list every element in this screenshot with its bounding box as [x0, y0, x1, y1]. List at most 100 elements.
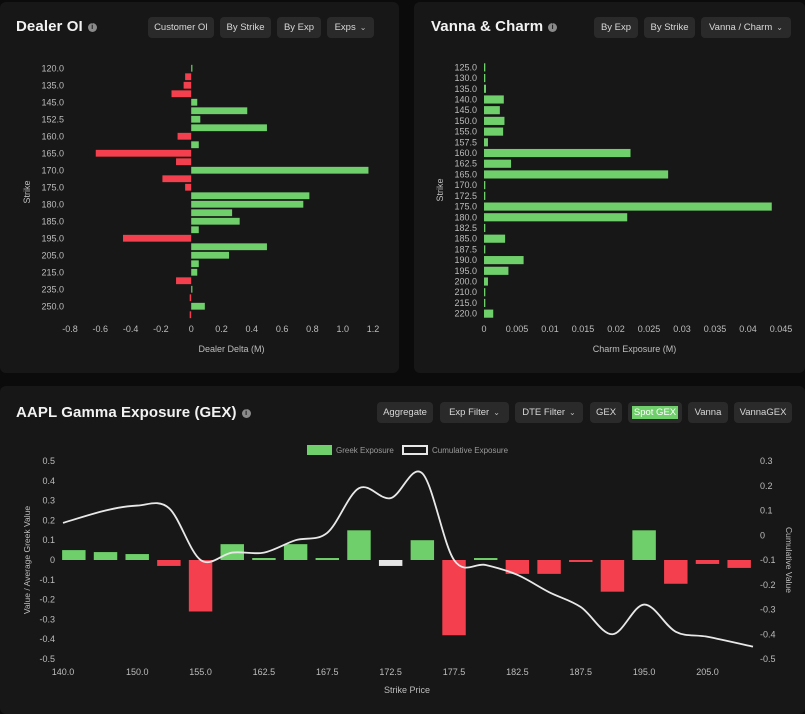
y-tick-label: 160.0 [41, 131, 64, 141]
y-tick-label: 150.0 [454, 116, 477, 126]
y-tick-label: 130.0 [454, 73, 477, 83]
y-tick-label: -0.1 [39, 575, 55, 585]
bar [484, 245, 486, 254]
bar [484, 181, 486, 190]
by-strike-button[interactable]: By Strike [220, 17, 271, 38]
gex-title-text: AAPL Gamma Exposure (GEX) [16, 404, 237, 421]
spot-gex-label: Spot GEX [631, 406, 679, 419]
vanna-charm-title: Vanna & Charm i [431, 18, 558, 35]
bar [600, 560, 625, 592]
y-tick-label: 0.5 [42, 456, 55, 466]
vanna-button[interactable]: Vanna [688, 402, 728, 423]
dte-filter-dropdown[interactable]: DTE Filter ⌄ [515, 402, 583, 423]
x-tick-label: 0.005 [506, 324, 529, 334]
spot-gex-button[interactable]: Spot GEX [628, 402, 682, 423]
bar [191, 285, 193, 293]
x-tick-label: -0.8 [62, 324, 78, 334]
y-tick-label: 215.0 [454, 298, 477, 308]
y-tick-label: 155.0 [454, 127, 477, 137]
x-tick-label: 182.5 [506, 667, 529, 677]
vanna-charm-title-text: Vanna & Charm [431, 18, 544, 35]
bar [191, 251, 230, 259]
y2-tick-label: -0.3 [760, 605, 776, 615]
bar [484, 116, 505, 125]
aggregate-button[interactable]: Aggregate [377, 402, 433, 423]
bar [185, 73, 192, 81]
bar [189, 294, 192, 302]
bar [191, 209, 233, 217]
customer-oi-button[interactable]: Customer OI [148, 17, 214, 38]
bar [484, 63, 486, 72]
cumulative-line [62, 470, 754, 648]
legend-swatch-cumulative [402, 445, 428, 455]
info-icon[interactable]: i [548, 23, 558, 32]
x-tick-label: 140.0 [52, 667, 75, 677]
y2-tick-label: 0 [760, 530, 765, 540]
bar [191, 115, 201, 123]
legend-label: Greek Exposure [336, 446, 394, 455]
x-tick-label: 0.015 [572, 324, 595, 334]
x-tick-label: 167.5 [316, 667, 339, 677]
bar [183, 81, 192, 89]
y-tick-label: 205.0 [41, 250, 64, 260]
bar [171, 90, 192, 98]
bar [125, 554, 149, 560]
bar [632, 530, 656, 560]
bar [484, 159, 512, 168]
y-tick-label: 195.0 [41, 233, 64, 243]
bar [191, 141, 199, 149]
by-exp-button[interactable]: By Exp [594, 17, 638, 38]
x-tick-label: 0.02 [607, 324, 625, 334]
x-axis-title: Strike Price [384, 685, 430, 695]
x-tick-label: 0.03 [673, 324, 691, 334]
bar [191, 226, 199, 234]
vannagex-button[interactable]: VannaGEX [734, 402, 792, 423]
y-tick-label: 145.0 [41, 97, 64, 107]
chevron-down-icon: ⌄ [359, 23, 367, 32]
y-tick-label: -0.4 [39, 634, 55, 644]
y-tick-label: 165.0 [41, 148, 64, 158]
x-tick-label: -0.2 [153, 324, 169, 334]
bar [484, 84, 486, 93]
y-axis-title: Strike [22, 180, 32, 203]
x-tick-label: 162.5 [253, 667, 276, 677]
info-icon[interactable]: i [241, 409, 251, 418]
bar [484, 127, 504, 136]
bar [95, 149, 192, 157]
x-tick-label: 0.4 [246, 324, 259, 334]
y-tick-label: 170.0 [41, 165, 64, 175]
bar [569, 560, 593, 562]
x-tick-label: 0.025 [638, 324, 661, 334]
exps-dropdown[interactable]: Exps ⌄ [327, 17, 374, 38]
bar [537, 560, 561, 574]
x-tick-label: 0.045 [770, 324, 793, 334]
bar [727, 560, 751, 568]
chevron-down-icon: ⌄ [569, 408, 576, 417]
y-tick-label: 125.0 [454, 62, 477, 72]
bar [484, 73, 486, 83]
by-exp-button[interactable]: By Exp [277, 17, 321, 38]
exp-filter-dropdown[interactable]: Exp Filter ⌄ [440, 402, 509, 423]
by-strike-button[interactable]: By Strike [644, 17, 695, 38]
bar [177, 132, 192, 140]
bar [191, 302, 205, 310]
y-tick-label: 182.5 [454, 223, 477, 233]
info-icon[interactable]: i [87, 23, 97, 32]
bar [191, 166, 369, 174]
exp-filter-label: Exp Filter [449, 407, 490, 418]
bar [191, 124, 267, 132]
bar [484, 148, 631, 158]
bar [315, 558, 340, 561]
y-tick-label: 165.0 [454, 169, 477, 179]
x-tick-label: 0.8 [306, 324, 319, 334]
y-tick-label: -0.3 [39, 614, 55, 624]
gex-button[interactable]: GEX [590, 402, 622, 423]
y-tick-label: 160.0 [454, 148, 477, 158]
vanna-charm-dropdown[interactable]: Vanna / Charm ⌄ [701, 17, 791, 38]
y-tick-label: 175.0 [41, 182, 64, 192]
x-tick-label: 1.2 [367, 324, 380, 334]
y-tick-label: 0.1 [42, 535, 55, 545]
bar [191, 192, 310, 200]
y-tick-label: 250.0 [41, 301, 64, 311]
x-tick-label: 187.5 [569, 667, 592, 677]
